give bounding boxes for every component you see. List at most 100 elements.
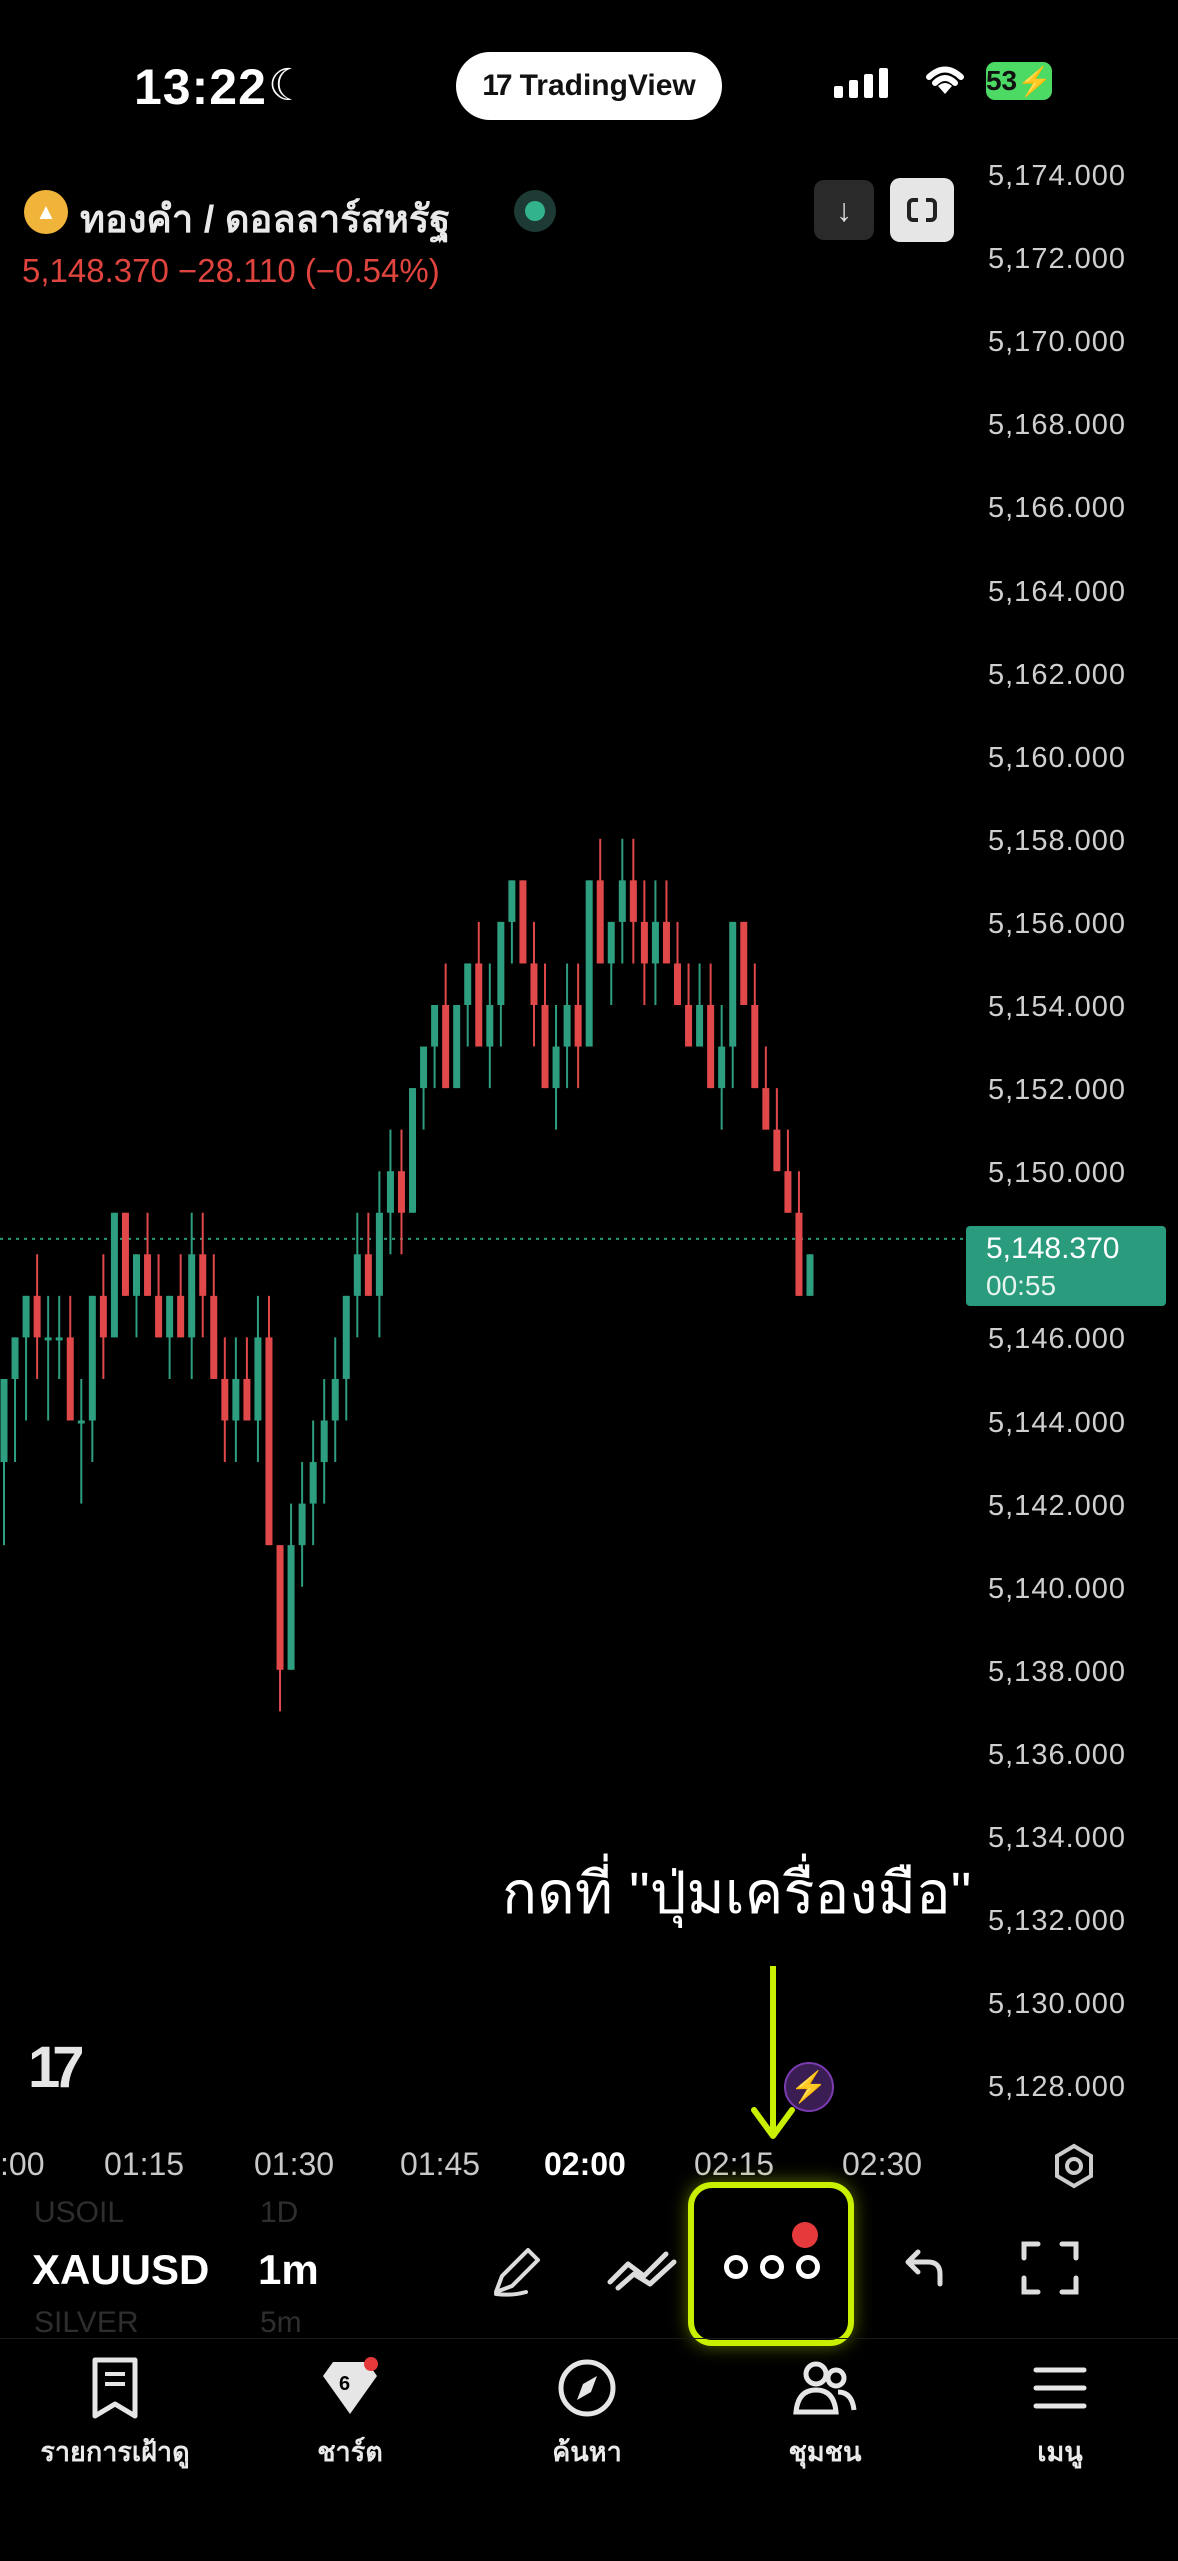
candle [773,1088,781,1172]
candle-body [11,1337,19,1379]
candle-body [685,1005,693,1047]
price-tick: 5,152.000 [988,1074,1127,1107]
bar-countdown: 00:55 [986,1270,1057,1301]
download-button[interactable]: ↓ [814,180,874,240]
candle-body [221,1378,229,1421]
candle-body [210,1295,218,1379]
candle-body [132,1254,140,1296]
nav-watchlist-label: รายการเฝ้าดู [40,2437,190,2467]
candle [331,1337,339,1463]
candle-body [166,1295,174,1338]
candle [486,963,494,1089]
time-tick: 02:30 [842,2146,923,2182]
nav-explore[interactable]: ค้นหา [497,2356,677,2473]
symbol-picker-prev[interactable]: USOIL [34,2196,125,2229]
candle-body [22,1295,30,1338]
candle-body [486,1005,494,1047]
price-tick: 5,156.000 [988,907,1127,940]
sync-icon [907,196,937,224]
sync-button[interactable] [890,178,954,242]
candle-body [254,1337,262,1421]
candle [696,963,704,1047]
candle-body [298,1503,306,1546]
candle-body [431,1005,439,1047]
candle-body [0,1378,8,1463]
more-dots-icon[interactable] [724,2255,820,2279]
settings-gear-icon[interactable] [1048,2140,1100,2192]
candle [784,1129,792,1213]
candle [640,880,648,1005]
fullscreen-icon[interactable] [1018,2236,1082,2300]
candle-body [386,1171,394,1213]
candle [397,1129,405,1255]
cellular-signal-icon [834,68,888,98]
candle [210,1254,218,1379]
symbol-picker[interactable]: XAUUSD [32,2246,210,2293]
market-open-indicator[interactable] [514,190,556,232]
moon-icon: ☾ [268,61,308,110]
candle-body [121,1212,129,1296]
time-tick: 01:15 [104,2146,185,2182]
tradingview-pill[interactable]: 17 TradingView [456,52,722,120]
indicators-icon[interactable] [604,2236,684,2306]
candle [33,1254,41,1379]
arrow-down-icon: ↓ [836,191,852,228]
candle [607,921,615,1005]
price-tick: 5,172.000 [988,243,1127,276]
candle-body [508,880,516,922]
candle-body [674,963,682,1005]
candle-body [110,1212,118,1338]
svg-text:6: 6 [339,2373,350,2395]
candle-body [464,963,472,1005]
nav-community[interactable]: ชุมชน [735,2356,915,2473]
candle-body [265,1337,273,1546]
drawing-pen-icon[interactable] [482,2236,552,2306]
lightning-alert-icon[interactable]: ⚡ [784,2062,834,2112]
last-price-tag [966,1226,1166,1306]
candle-body [784,1171,792,1213]
candle [596,838,604,964]
candle [110,1212,118,1338]
candle-body [530,963,538,1005]
interval-picker-next[interactable]: 5m [260,2306,302,2339]
candle [541,963,549,1089]
candle [497,921,505,1047]
nav-chart[interactable]: 6 ชาร์ต [260,2356,440,2473]
candle-body [77,1420,85,1424]
symbol-name[interactable]: ทองคำ / ดอลลาร์สหรัฐ [80,199,451,241]
candle [386,1129,394,1255]
candle [795,1171,803,1296]
candle-body [287,1545,295,1670]
undo-icon[interactable] [894,2240,950,2296]
candle [155,1254,163,1338]
candle-body [442,1005,450,1089]
interval-picker[interactable]: 1m [258,2246,319,2293]
candlestick-chart[interactable] [0,150,966,2140]
candle-body [199,1254,207,1296]
candle [121,1212,129,1296]
gold-symbol-icon[interactable]: ▲ [24,190,68,234]
candle-body [729,921,737,1047]
candle-body [331,1378,339,1421]
candle [375,1171,383,1338]
battery-indicator: 53 ⚡ [986,62,1052,100]
candle-body [662,921,670,964]
nav-watchlist[interactable]: รายการเฝ้าดู [25,2356,205,2473]
price-tick: 5,160.000 [988,741,1127,774]
symbol-picker-next[interactable]: SILVER [34,2306,139,2339]
price-tick: 5,150.000 [988,1157,1127,1190]
candle [618,838,626,964]
price-tick: 5,174.000 [988,160,1127,192]
candle-body [243,1378,251,1421]
battery-level: 53 [985,65,1018,96]
price-tick: 5,170.000 [988,326,1127,359]
candle-body [364,1254,372,1296]
nav-menu[interactable]: เมนู [970,2356,1150,2473]
menu-icon [1033,2367,1087,2409]
candle [530,921,538,1047]
price-tick: 5,136.000 [988,1738,1127,1771]
interval-picker-prev[interactable]: 1D [260,2196,299,2229]
tradingview-logo-icon: 17 [482,69,512,102]
candle [729,921,737,1089]
candle-body [44,1337,52,1341]
